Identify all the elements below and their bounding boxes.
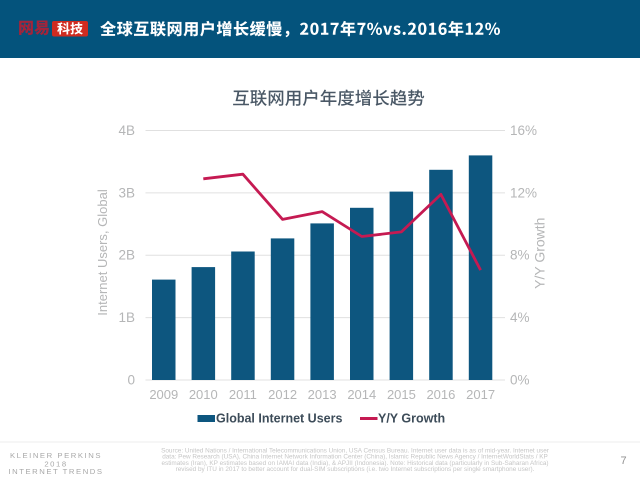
svg-text:4%: 4% [510, 310, 530, 325]
svg-text:2012: 2012 [268, 387, 297, 402]
svg-text:16%: 16% [510, 123, 537, 138]
svg-text:Source: United Nations / Inter: Source: United Nations / International T… [161, 447, 550, 454]
svg-text:1B: 1B [118, 310, 135, 325]
svg-text:2018: 2018 [44, 459, 67, 468]
svg-text:0: 0 [127, 372, 135, 387]
svg-text:4B: 4B [118, 123, 135, 138]
svg-text:2011: 2011 [229, 387, 257, 402]
svg-text:3B: 3B [118, 185, 135, 200]
svg-text:12%: 12% [510, 185, 537, 200]
svg-text:KLEINER PERKINS: KLEINER PERKINS [10, 451, 102, 460]
svg-text:0%: 0% [510, 372, 530, 387]
svg-text:2014: 2014 [347, 387, 376, 402]
svg-text:2010: 2010 [189, 387, 218, 402]
svg-text:7: 7 [620, 455, 626, 467]
svg-text:Global Internet Users: Global Internet Users [216, 412, 342, 426]
svg-text:2009: 2009 [149, 387, 178, 402]
svg-text:INTERNET TRENDS: INTERNET TRENDS [8, 467, 103, 476]
svg-text:Y/Y Growth: Y/Y Growth [378, 412, 445, 426]
svg-text:revised by ITU in 2017 to bett: revised by ITU in 2017 to better account… [176, 466, 535, 473]
svg-text:2B: 2B [118, 248, 135, 263]
svg-text:estimates (Iran), KP estimates: estimates (Iran), KP estimates based on … [161, 460, 548, 467]
svg-text:Internet Users, Global: Internet Users, Global [95, 189, 110, 316]
svg-text:2013: 2013 [308, 387, 337, 402]
svg-text:Y/Y Growth: Y/Y Growth [532, 218, 548, 289]
svg-text:2015: 2015 [387, 387, 416, 402]
svg-text:data: Pew Research (USA), Chin: data: Pew Research (USA), China Internet… [162, 454, 548, 461]
svg-text:2016: 2016 [426, 387, 455, 402]
svg-text:2017: 2017 [466, 387, 495, 402]
svg-text:8%: 8% [510, 248, 530, 263]
